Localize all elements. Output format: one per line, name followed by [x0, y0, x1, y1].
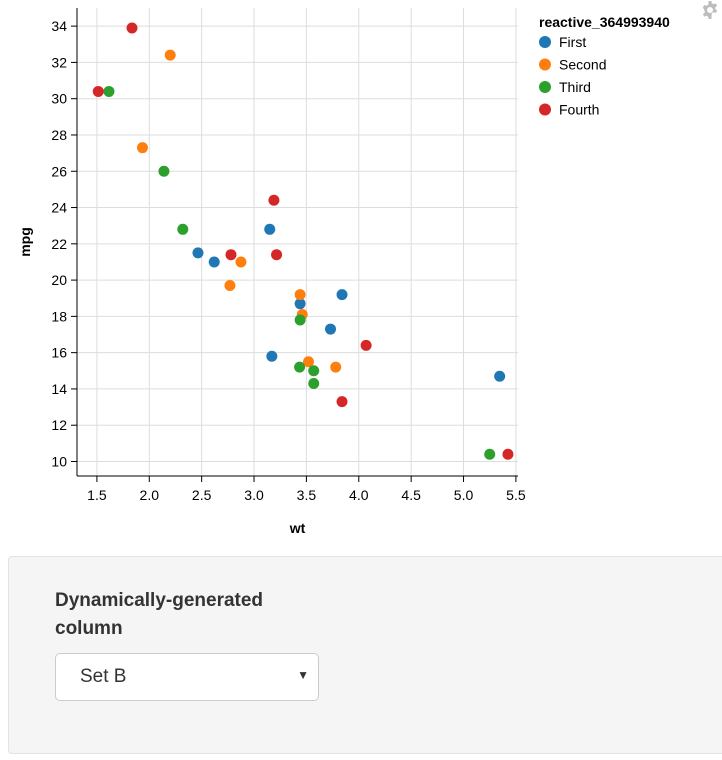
data-point-first[interactable] [266, 350, 278, 362]
y-tick-label: 26 [51, 163, 67, 179]
data-point-third[interactable] [103, 85, 115, 97]
x-tick-label: 4.0 [349, 487, 369, 503]
data-point-fourth[interactable] [268, 194, 280, 206]
legend-swatch [539, 81, 551, 93]
data-points[interactable] [92, 22, 514, 460]
chevron-down-icon: ▼ [297, 668, 309, 682]
y-tick-label: 32 [51, 54, 67, 70]
data-point-third[interactable] [308, 365, 320, 377]
legend-swatch [539, 58, 551, 71]
x-tick-label: 5.5 [506, 487, 526, 503]
data-point-third[interactable] [294, 361, 306, 373]
data-point-first[interactable] [336, 289, 348, 301]
data-point-fourth[interactable] [271, 249, 283, 261]
y-axis-title: mpg [17, 227, 33, 257]
legend-swatch [539, 36, 551, 48]
legend-label: First [559, 34, 586, 50]
legend-swatch [539, 103, 551, 116]
chart-svg: 1.5 2.0 2.5 3.0 3.5 4.0 4.5 5.0 5.5 10 12 14 16 18 20 2… [17, 8, 670, 536]
x-tick-label: 4.5 [401, 487, 421, 503]
y-tick-label: 14 [51, 381, 67, 397]
data-point-fourth[interactable] [225, 249, 237, 261]
data-point-second[interactable] [224, 280, 236, 292]
x-tick-label: 1.5 [87, 487, 107, 503]
x-tick-label: 3.5 [297, 487, 317, 503]
legend-title: reactive_364993940 [539, 14, 670, 30]
data-point-second[interactable] [164, 49, 176, 61]
data-point-first[interactable] [324, 323, 336, 335]
data-point-third[interactable] [308, 377, 320, 389]
x-tick-label: 2.5 [192, 487, 212, 503]
data-point-fourth[interactable] [336, 396, 348, 408]
data-point-second[interactable] [302, 356, 314, 368]
data-point-fourth[interactable] [92, 85, 104, 97]
x-axis-title: wt [289, 520, 306, 536]
y-tick-label: 22 [51, 236, 67, 252]
y-tick-label: 24 [51, 200, 67, 216]
y-tick-label: 10 [51, 453, 67, 469]
column-select-value: Set B [80, 666, 127, 687]
grid [77, 8, 518, 476]
data-point-second[interactable] [330, 361, 342, 373]
data-point-third[interactable] [294, 314, 306, 326]
column-select[interactable]: Set B ▼ [55, 653, 319, 701]
y-tick-label: 34 [51, 18, 67, 34]
data-point-first[interactable] [192, 247, 204, 259]
data-point-third[interactable] [158, 165, 170, 177]
column-select-label: Dynamically-generated column [55, 590, 264, 639]
data-point-second[interactable] [136, 142, 148, 154]
scatter-chart: 1.5 2.0 2.5 3.0 3.5 4.0 4.5 5.0 5.5 10 12 14 16 18 20 2… [17, 0, 720, 536]
y-tick-label: 30 [51, 91, 67, 107]
data-point-third[interactable] [177, 223, 189, 235]
y-tick-label: 12 [51, 417, 67, 433]
data-point-first[interactable] [294, 298, 306, 310]
data-point-fourth[interactable] [502, 448, 514, 460]
y-tick-label: 20 [51, 272, 67, 288]
gear-icon[interactable] [700, 0, 720, 20]
legend-label: Third [559, 79, 591, 95]
y-tick-label: 16 [51, 345, 67, 361]
y-tick-label: 18 [51, 308, 67, 324]
legend-label: Second [559, 57, 606, 73]
data-point-first[interactable] [264, 223, 276, 235]
axes: 1.5 2.0 2.5 3.0 3.5 4.0 4.5 5.0 5.5 10 12 14 16 18 20 2… [51, 8, 526, 503]
data-point-second[interactable] [235, 256, 247, 268]
data-point-first[interactable] [208, 256, 220, 268]
data-point-second[interactable] [294, 289, 306, 301]
y-tick-label: 28 [51, 127, 67, 143]
x-tick-label: 2.0 [140, 487, 160, 503]
data-point-fourth[interactable] [360, 339, 372, 351]
data-point-fourth[interactable] [126, 22, 138, 34]
control-panel: Dynamically-generated column Set B ▼ [8, 556, 722, 754]
x-tick-label: 3.0 [244, 487, 264, 503]
legend-label: Fourth [559, 102, 599, 118]
data-point-third[interactable] [484, 448, 496, 460]
legend: First Second Third Fourth [539, 34, 606, 118]
x-tick-label: 5.0 [454, 487, 474, 503]
data-point-first[interactable] [494, 370, 506, 382]
